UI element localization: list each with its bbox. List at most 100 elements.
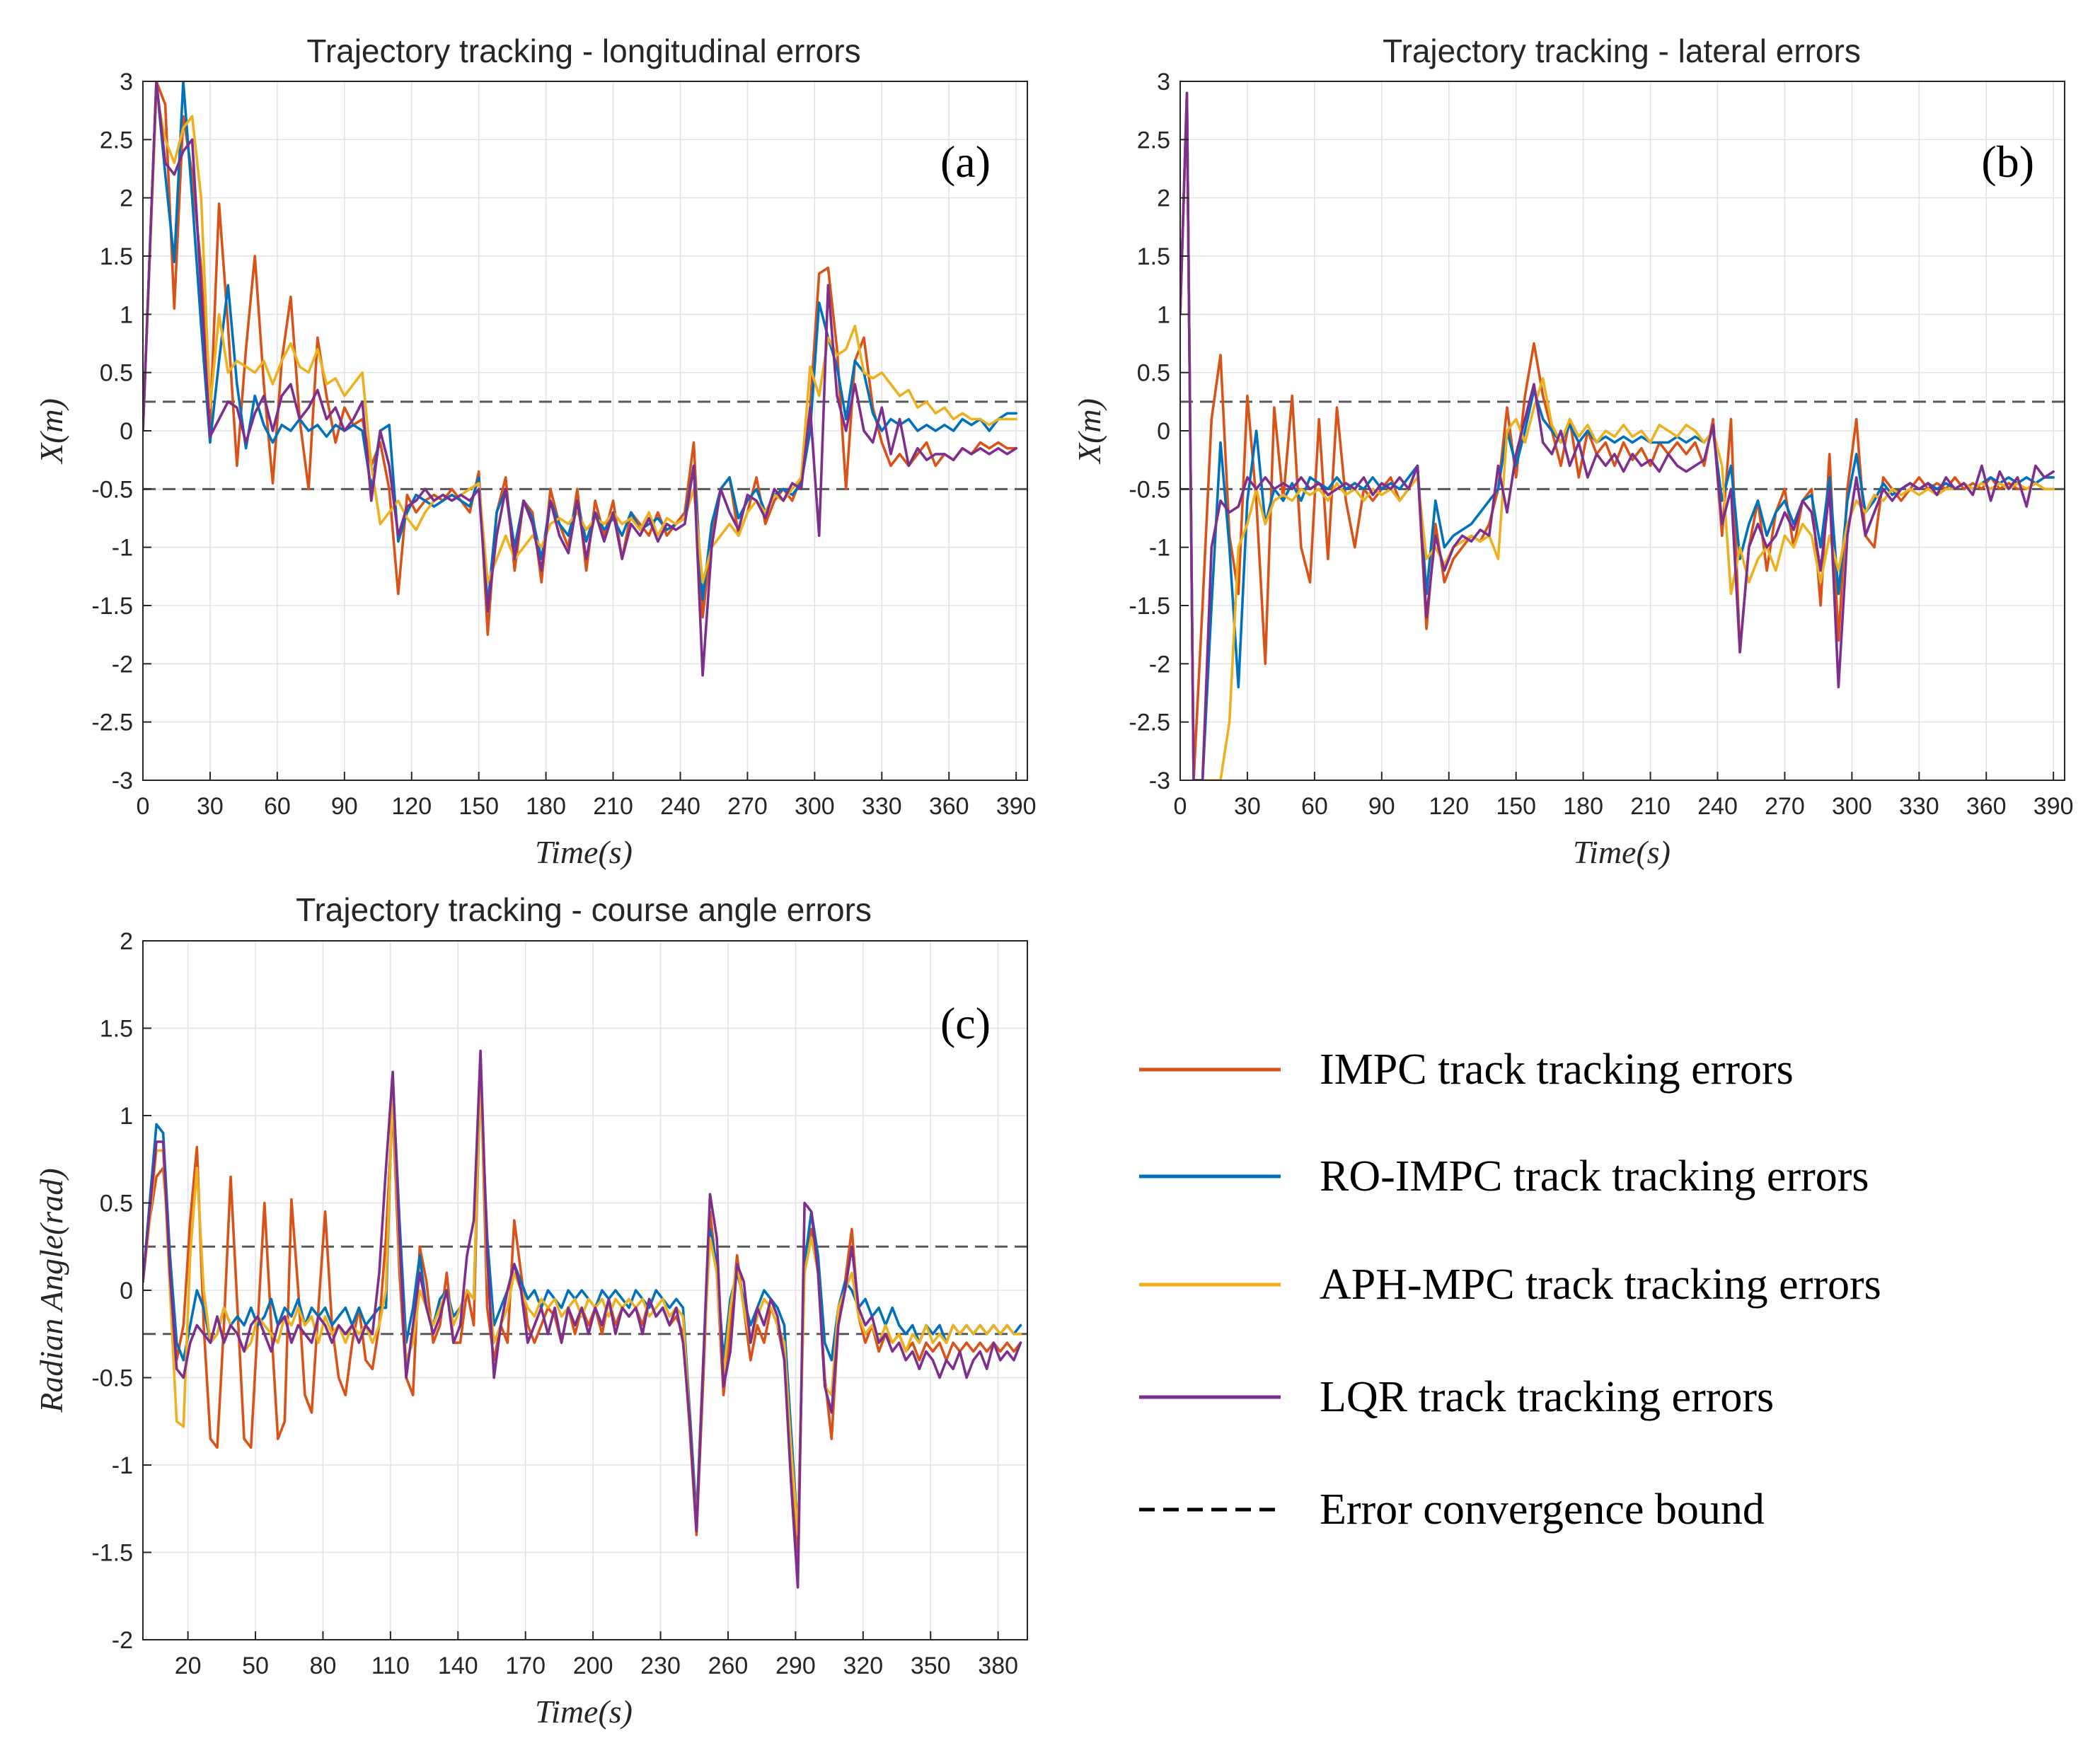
panel-b-series	[1180, 91, 2055, 780]
legend-item-impc: IMPC track tracking errors	[1139, 1046, 1794, 1094]
panel-a-title: Trajectory tracking - longitudinal error…	[306, 33, 860, 69]
y-tick-label: 2.5	[100, 127, 133, 154]
panel-b-title: Trajectory tracking - lateral errors	[1383, 33, 1861, 69]
y-tick-label: 3	[1157, 69, 1170, 95]
y-tick-label: 2	[120, 928, 133, 955]
series-line-aph_mpc	[143, 91, 1017, 584]
y-tick-label: -1.5	[91, 593, 133, 620]
y-tick-label: 0	[120, 418, 133, 445]
x-tick-label: 0	[137, 793, 150, 820]
x-tick-label: 240	[1697, 793, 1738, 820]
series-line-ro_impc	[143, 1079, 1022, 1536]
legend-item-aph-mpc: APH-MPC track tracking errors	[1139, 1261, 1881, 1309]
y-tick-label: -0.5	[91, 476, 133, 503]
y-tick-label: 0.5	[1137, 360, 1170, 387]
y-tick-label: 1	[1157, 301, 1170, 328]
panel-c-x-axis-label: Time(s)	[535, 1694, 633, 1730]
series-line-lqr	[1180, 91, 2055, 780]
panel-c-label: (c)	[940, 998, 991, 1048]
x-tick-label: 170	[505, 1652, 546, 1679]
x-tick-label: 240	[660, 793, 700, 820]
x-tick-label: 80	[310, 1652, 337, 1679]
x-tick-label: 290	[775, 1652, 816, 1679]
y-tick-label: 2.5	[1137, 127, 1170, 154]
x-tick-label: 150	[1496, 793, 1536, 820]
x-tick-label: 200	[573, 1652, 613, 1679]
panel-c-x-ticks: 20 50 80 110 140 170 200 230 260 290 320 350 380	[175, 1631, 1018, 1679]
legend-item-bound: Error convergence bound	[1139, 1486, 1765, 1534]
panel-c-series	[143, 1049, 1022, 1589]
x-tick-label: 90	[331, 793, 358, 820]
panel-a-y-ticks: -3 -2.5 -2 -1.5 -1 -0.5 0 0.5 1 1.5 2 2.5 3	[91, 69, 151, 794]
legend-item-ro-impc: RO-IMPC track tracking errors	[1139, 1152, 1869, 1200]
y-tick-label: 1	[120, 1103, 133, 1130]
y-tick-label: 1	[120, 301, 133, 328]
y-tick-label: -0.5	[1129, 476, 1170, 503]
x-tick-label: 360	[1966, 793, 2007, 820]
y-tick-label: 0	[1157, 418, 1170, 445]
y-tick-label: -1.5	[1129, 593, 1170, 620]
x-tick-label: 350	[911, 1652, 951, 1679]
panel-c-title: Trajectory tracking - course angle error…	[296, 891, 872, 928]
legend-label-aph-mpc: APH-MPC track tracking errors	[1320, 1261, 1881, 1309]
panel-c-y-ticks: -2 -1.5 -1 -0.5 0 0.5 1 1.5 2	[91, 928, 151, 1654]
y-tick-label: 1.5	[1137, 243, 1170, 270]
y-tick-label: 1.5	[100, 1016, 133, 1043]
legend-label-bound: Error convergence bound	[1320, 1486, 1765, 1534]
panel-a-bounds	[143, 400, 1027, 490]
panel-b-lateral-errors: Trajectory tracking - lateral errors 0 30…	[1071, 33, 2074, 870]
x-tick-label: 390	[996, 793, 1037, 820]
x-tick-label: 210	[593, 793, 633, 820]
y-tick-label: -2	[112, 651, 133, 678]
x-tick-label: 230	[640, 1652, 681, 1679]
x-tick-label: 50	[242, 1652, 269, 1679]
y-tick-label: -3	[112, 768, 133, 794]
y-tick-label: 0.5	[100, 360, 133, 387]
x-tick-label: 320	[843, 1652, 883, 1679]
panel-a-longitudinal-errors: Trajectory tracking - longitudinal error…	[33, 33, 1037, 870]
y-tick-label: 3	[120, 69, 133, 95]
x-tick-label: 330	[862, 793, 902, 820]
x-tick-label: 30	[1234, 793, 1261, 820]
panel-c-y-axis-label: Radian Angle(rad)	[33, 1168, 69, 1413]
y-tick-label: -2.5	[1129, 710, 1170, 736]
y-tick-label: -1	[112, 535, 133, 562]
series-line-impc	[1180, 91, 2055, 780]
x-tick-label: 140	[438, 1652, 478, 1679]
x-tick-label: 270	[1765, 793, 1805, 820]
y-tick-label: 1.5	[100, 243, 133, 270]
y-tick-label: 2	[1157, 185, 1170, 212]
y-tick-label: -1.5	[91, 1540, 133, 1567]
x-tick-label: 300	[1832, 793, 1872, 820]
legend-label-lqr: LQR track tracking errors	[1320, 1373, 1774, 1421]
panel-c-course-angle-errors: Trajectory tracking - course angle error…	[33, 891, 1028, 1730]
legend-item-lqr: LQR track tracking errors	[1139, 1373, 1774, 1421]
x-tick-label: 90	[1368, 793, 1395, 820]
x-tick-label: 120	[391, 793, 432, 820]
panel-a-x-axis-label: Time(s)	[535, 834, 633, 870]
series-line-aph_mpc	[143, 1070, 1022, 1536]
panel-a-series	[143, 81, 1017, 677]
series-line-lqr	[143, 1049, 1022, 1589]
y-tick-label: 2	[120, 185, 133, 212]
y-tick-label: -1	[1149, 535, 1170, 562]
x-tick-label: 60	[264, 793, 291, 820]
x-tick-label: 150	[458, 793, 499, 820]
x-tick-label: 180	[526, 793, 566, 820]
x-tick-label: 180	[1563, 793, 1603, 820]
legend-label-ro-impc: RO-IMPC track tracking errors	[1320, 1152, 1869, 1200]
x-tick-label: 0	[1174, 793, 1187, 820]
panel-b-label: (b)	[1981, 137, 2034, 187]
panel-b-y-ticks: -3 -2.5 -2 -1.5 -1 -0.5 0 0.5 1 1.5 2 2.5 3	[1129, 69, 1189, 794]
y-tick-label: -2	[1149, 651, 1170, 678]
y-tick-label: -2	[112, 1627, 133, 1654]
x-tick-label: 380	[978, 1652, 1018, 1679]
x-tick-label: 120	[1429, 793, 1469, 820]
x-tick-label: 110	[371, 1652, 410, 1679]
legend: IMPC track tracking errors RO-IMPC track…	[1139, 1046, 1881, 1534]
y-tick-label: 0	[120, 1278, 133, 1304]
x-tick-label: 210	[1630, 793, 1671, 820]
y-tick-label: -2.5	[91, 710, 133, 736]
x-tick-label: 270	[727, 793, 768, 820]
x-tick-label: 330	[1899, 793, 1939, 820]
